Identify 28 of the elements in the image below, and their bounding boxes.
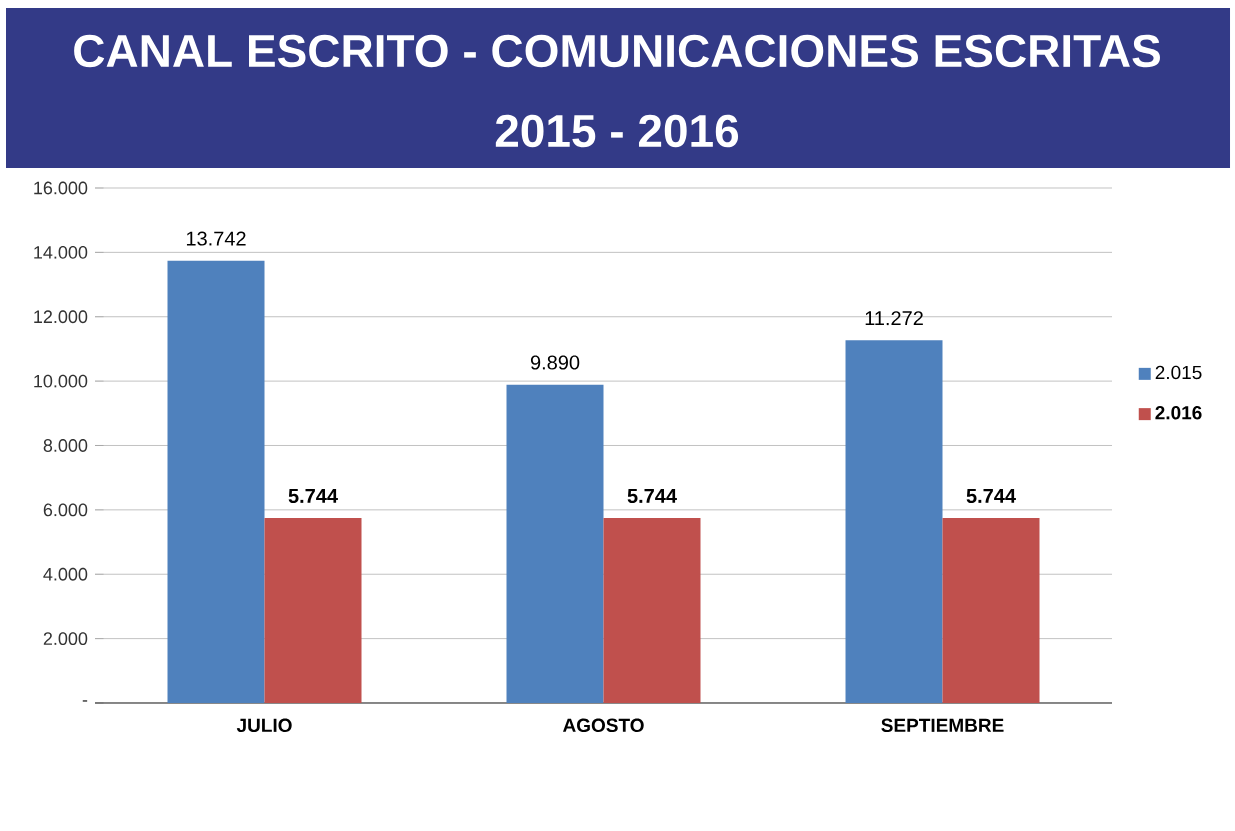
y-tick-label: 14.000 — [34, 245, 88, 259]
x-tick-label: JULIO — [236, 718, 292, 733]
chart-title: CANAL ESCRITO - COMUNICACIONES ESCRITAS — [74, 34, 1160, 68]
data-label: 11.272 — [865, 311, 923, 326]
y-tick-label: 16.000 — [34, 181, 88, 195]
bar — [942, 518, 1040, 703]
data-label: 5.744 — [966, 489, 1016, 504]
y-tick-label: 12.000 — [34, 310, 88, 324]
y-tick-label: - — [82, 700, 88, 702]
legend-label: 2.015 — [1155, 365, 1202, 380]
chart-subtitle: 2015 - 2016 — [495, 114, 739, 148]
data-label: 5.744 — [627, 489, 677, 504]
bar — [506, 384, 604, 703]
x-tick-label: SEPTIEMBRE — [881, 718, 1004, 733]
x-tick-label: AGOSTO — [562, 718, 644, 733]
y-tick-label: 6.000 — [43, 503, 88, 517]
bar — [603, 518, 701, 703]
y-tick-label: 10.000 — [34, 374, 88, 388]
data-label: 13.742 — [186, 231, 246, 246]
y-tick-label: 4.000 — [43, 567, 88, 581]
data-label: 9.890 — [530, 355, 580, 370]
data-label: 5.744 — [288, 489, 338, 504]
bar — [845, 340, 943, 703]
legend-label: 2.016 — [1155, 405, 1202, 420]
bar — [167, 260, 265, 703]
y-tick-label: 8.000 — [43, 439, 88, 452]
y-tick-label: 2.000 — [43, 632, 88, 646]
bar — [264, 518, 362, 703]
